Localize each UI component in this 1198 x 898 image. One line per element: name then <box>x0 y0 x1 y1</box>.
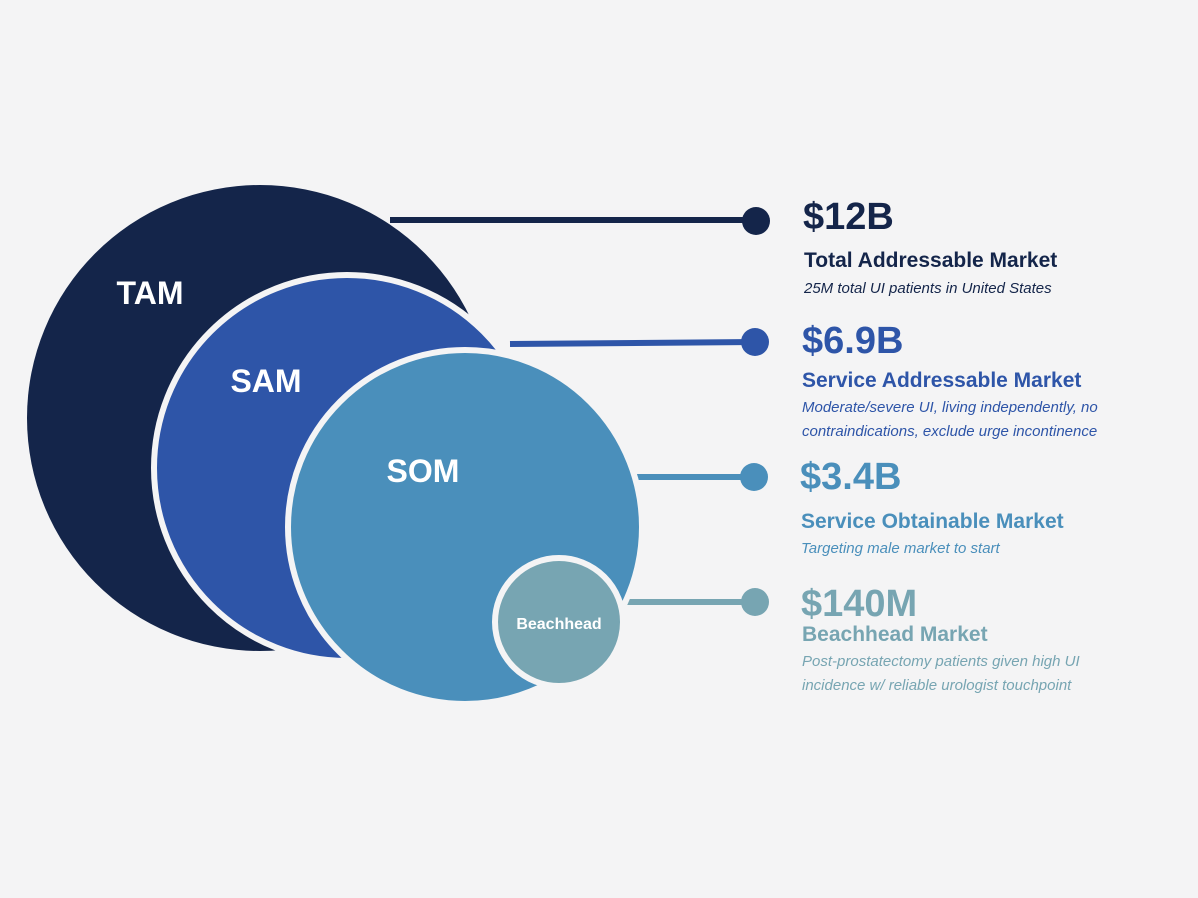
beachhead-value: $140M <box>801 583 918 625</box>
beachhead-connector-dot <box>741 588 769 616</box>
beachhead-circle-label: Beachhead <box>516 616 601 633</box>
sam-description: Moderate/severe UI, living independently… <box>802 399 1098 440</box>
tam-circle-label: TAM <box>117 275 184 311</box>
beachhead-circle <box>492 555 626 689</box>
sam-heading: Service Addressable Market <box>802 369 1082 392</box>
sam-circle-label: SAM <box>230 363 301 399</box>
som-circle-label: SOM <box>387 453 460 489</box>
tam-connector-dot <box>742 207 770 235</box>
som-description: Targeting male market to start <box>801 540 1000 557</box>
sam-connector-dot <box>741 328 769 356</box>
beachhead-description: Post-prostatectomy patients given high U… <box>802 653 1080 694</box>
sam-connector-line <box>509 339 756 347</box>
som-value: $3.4B <box>800 456 902 498</box>
beachhead-heading: Beachhead Market <box>802 623 988 646</box>
som-heading: Service Obtainable Market <box>801 510 1064 533</box>
tam-description: 25M total UI patients in United States <box>804 280 1052 297</box>
som-connector-dot <box>740 463 768 491</box>
tam-value: $12B <box>803 196 894 238</box>
tam-heading: Total Addressable Market <box>804 249 1058 272</box>
sam-value: $6.9B <box>802 320 904 362</box>
